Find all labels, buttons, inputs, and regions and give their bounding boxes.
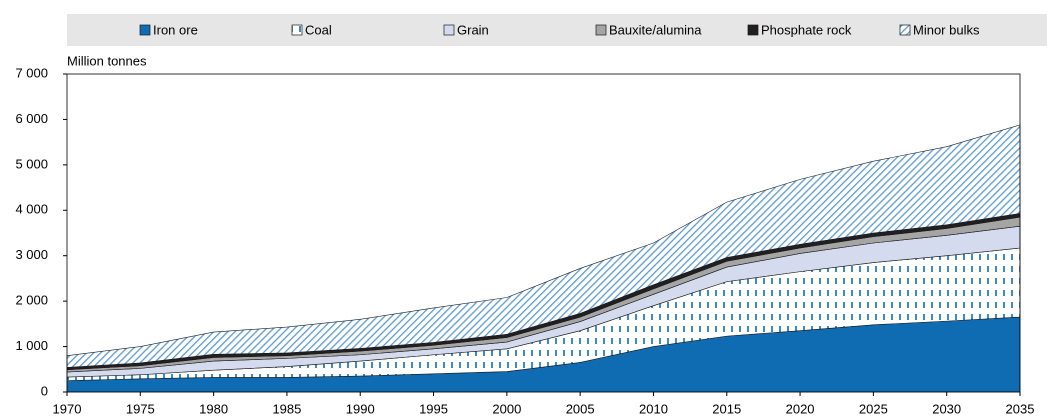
x-tick-label: 1985 <box>272 401 301 416</box>
plot-area <box>66 124 1021 393</box>
legend-label: Iron ore <box>153 22 198 37</box>
x-tick-label: 1990 <box>346 401 375 416</box>
y-tick-label: 4 000 <box>15 202 48 217</box>
x-tick-label: 1995 <box>419 401 448 416</box>
legend-background <box>67 14 1047 46</box>
y-tick-label: 1 000 <box>15 338 48 353</box>
legend-swatch <box>139 24 151 36</box>
legend-label: Minor bulks <box>913 22 980 37</box>
legend-label: Phosphate rock <box>761 22 852 37</box>
x-tick-label: 1980 <box>199 401 228 416</box>
x-tick-label: 2020 <box>786 401 815 416</box>
y-tick-label: 7 000 <box>15 65 48 80</box>
y-tick-label: 6 000 <box>15 111 48 126</box>
x-tick-label: 2030 <box>932 401 961 416</box>
legend-swatch <box>291 24 303 36</box>
y-tick-label: 0 <box>41 383 48 398</box>
y-tick-label: 3 000 <box>15 247 48 262</box>
y-tick-label: 2 000 <box>15 293 48 308</box>
x-tick-label: 2005 <box>566 401 595 416</box>
x-tick-label: 2015 <box>712 401 741 416</box>
x-tick-label: 2025 <box>859 401 888 416</box>
x-tick-label: 2035 <box>1006 401 1035 416</box>
legend-label: Bauxite/alumina <box>609 22 702 37</box>
legend-swatch <box>899 24 911 36</box>
legend-label: Coal <box>305 22 332 37</box>
x-tick-label: 1970 <box>53 401 82 416</box>
legend-label: Grain <box>457 22 489 37</box>
legend-swatch <box>595 24 607 36</box>
legend-swatch <box>443 24 455 36</box>
legend-swatch <box>747 24 759 36</box>
x-tick-label: 2000 <box>492 401 521 416</box>
plot-frame <box>66 73 1021 393</box>
y-axis-label: Million tonnes <box>67 53 147 68</box>
x-tick-label: 2010 <box>639 401 668 416</box>
y-tick-label: 5 000 <box>15 156 48 171</box>
x-tick-label: 1975 <box>126 401 155 416</box>
